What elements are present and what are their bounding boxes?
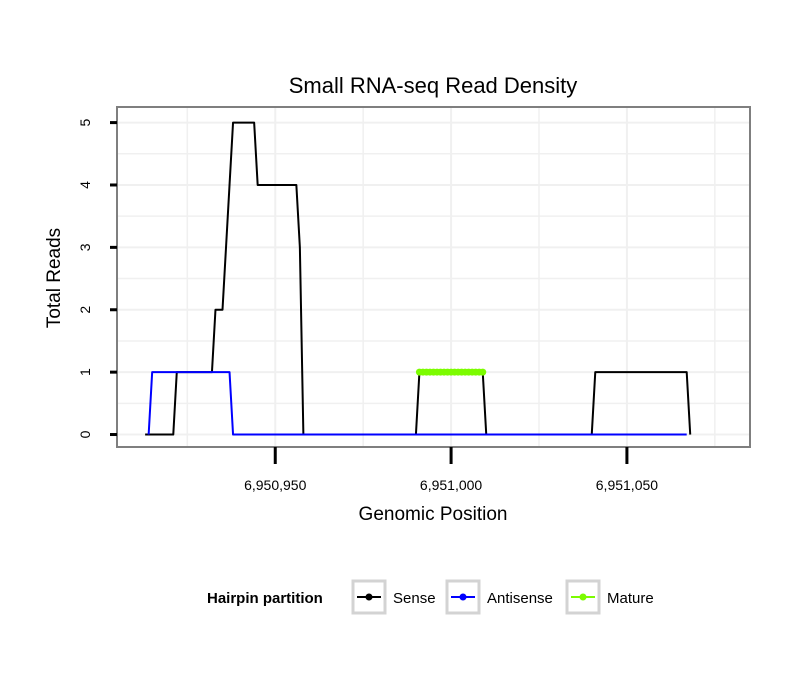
legend-item-antisense: Antisense xyxy=(445,579,553,615)
series-antisense xyxy=(147,371,687,436)
legend-item-mature: Mature xyxy=(565,579,654,615)
x-axis: 6,950,950 6,951,000 6,951,050 xyxy=(244,447,658,493)
series-mature xyxy=(415,368,487,376)
legend: Hairpin partition Sense Antisense Mature xyxy=(207,579,654,615)
y-tick-label: 5 xyxy=(77,118,93,126)
y-tick-label: 2 xyxy=(77,306,93,314)
legend-label-antisense: Antisense xyxy=(487,590,553,607)
legend-point-sense xyxy=(365,593,373,601)
legend-label-mature: Mature xyxy=(607,590,654,607)
series-line-antisense xyxy=(147,371,687,436)
y-axis: 0 1 2 3 4 5 xyxy=(77,118,117,438)
x-tick-label: 6,951,000 xyxy=(420,477,482,493)
chart-title: Small RNA-seq Read Density xyxy=(289,73,578,98)
legend-label-sense: Sense xyxy=(393,590,436,607)
x-axis-title: Genomic Position xyxy=(359,504,508,525)
y-tick-label: 3 xyxy=(77,243,93,251)
grid-lines xyxy=(117,107,750,447)
legend-point-mature xyxy=(579,593,587,601)
x-tick-label: 6,951,050 xyxy=(596,477,658,493)
legend-title: Hairpin partition xyxy=(207,590,323,607)
series-point-mature xyxy=(479,368,487,376)
y-tick-label: 4 xyxy=(77,181,93,189)
y-axis-title: Total Reads xyxy=(44,228,65,328)
legend-point-antisense xyxy=(459,593,467,601)
series-layer xyxy=(145,121,692,436)
legend-item-sense: Sense xyxy=(351,579,436,615)
y-tick-label: 0 xyxy=(77,430,93,438)
y-tick-label: 1 xyxy=(77,368,93,376)
x-tick-label: 6,950,950 xyxy=(244,477,306,493)
plot-panel-border xyxy=(116,106,751,448)
